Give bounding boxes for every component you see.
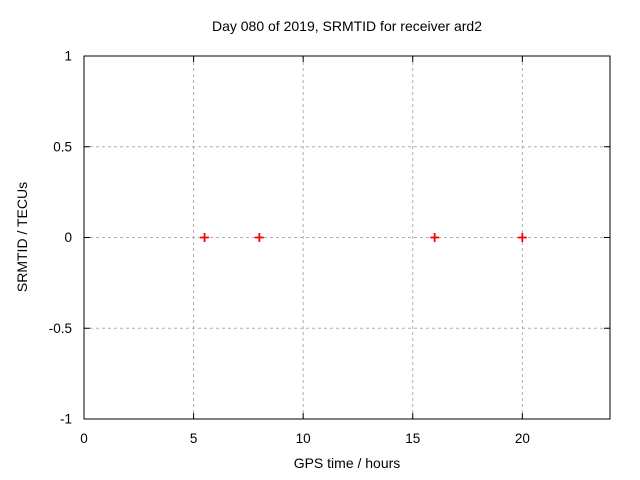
data-point-marker [517, 233, 527, 242]
data-point-marker [200, 233, 210, 242]
y-tick-label: 1 [64, 49, 72, 64]
y-tick-label: -0.5 [49, 321, 72, 336]
y-tick-label: -1 [60, 412, 72, 427]
x-tick-label: 0 [80, 431, 88, 446]
y-tick-label: 0.5 [53, 139, 72, 154]
x-tick-label: 20 [515, 431, 530, 446]
data-point-marker [430, 233, 440, 242]
x-tick-label: 15 [405, 431, 420, 446]
x-tick-label: 5 [190, 431, 198, 446]
x-tick-label: 10 [296, 431, 311, 446]
y-axis-label-text: SRMTID / TECUs [14, 181, 30, 293]
x-axis-label: GPS time / hours [293, 455, 401, 471]
y-tick-label: 0 [64, 230, 72, 245]
data-point-marker [254, 233, 264, 242]
chart-title: Day 080 of 2019, SRMTID for receiver ard… [211, 18, 482, 34]
